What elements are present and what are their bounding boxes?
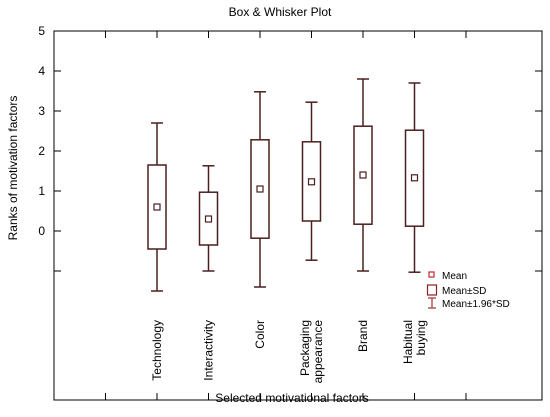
x-category-label-line: Interactivity <box>202 320 216 381</box>
y-tick-label: 3 <box>38 104 45 118</box>
y-tick-label: 2 <box>38 144 45 158</box>
y-axis: 5 4 3 2 1 0 <box>38 24 542 272</box>
x-category-label-line: Technology <box>150 320 164 381</box>
box-group <box>404 82 425 273</box>
mean-marker <box>153 203 161 211</box>
x-category-label-line: Habitual <box>401 320 415 364</box>
y-tick-label: 1 <box>38 184 45 198</box>
x-axis: Technology Interactivity Color Packagingapp… <box>105 31 467 400</box>
y-tick-label: 4 <box>38 64 45 78</box>
legend-label-mean: Mean <box>442 271 467 282</box>
legend-sd-symbol <box>426 284 438 296</box>
mean-marker <box>307 178 316 186</box>
legend-mean-symbol <box>428 271 435 278</box>
chart-title: Box & Whisker Plot <box>229 5 332 19</box>
y-axis-title: Ranks of motivation factors <box>6 96 20 241</box>
x-category-label: Habitualbuying <box>401 320 428 364</box>
x-category-label: Color <box>253 320 267 349</box>
legend: Mean Mean±SD Mean±1.96*SD <box>426 271 510 310</box>
plot-frame <box>53 30 543 401</box>
x-axis-title: Selected motivational factors <box>215 391 368 405</box>
x-category-label-line: Color <box>253 320 267 349</box>
mean-marker <box>359 171 367 179</box>
x-category-label-line: Brand <box>356 320 370 352</box>
x-category-label: Packagingappearance <box>298 320 325 384</box>
mean-marker <box>204 215 213 223</box>
box-group <box>198 165 219 272</box>
legend-label-ci: Mean±1.96*SD <box>442 299 510 310</box>
box-group <box>353 78 373 272</box>
y-tick-label: 0 <box>38 224 45 238</box>
x-category-label: Technology <box>150 320 164 381</box>
x-category-label-line: Packaging <box>298 320 312 376</box>
box-group <box>250 91 270 288</box>
mean-marker <box>256 185 264 193</box>
x-category-label-line: buying <box>414 320 428 355</box>
box-series <box>147 78 425 292</box>
y-tick-label: 5 <box>38 24 45 38</box>
x-category-label: Brand <box>356 320 370 352</box>
mean-marker <box>410 174 419 182</box>
x-category-label: Interactivity <box>202 320 216 381</box>
box-group <box>301 101 322 261</box>
box-group <box>147 122 167 292</box>
x-category-label-line: appearance <box>311 320 325 384</box>
legend-label-sd: Mean±SD <box>442 286 486 297</box>
